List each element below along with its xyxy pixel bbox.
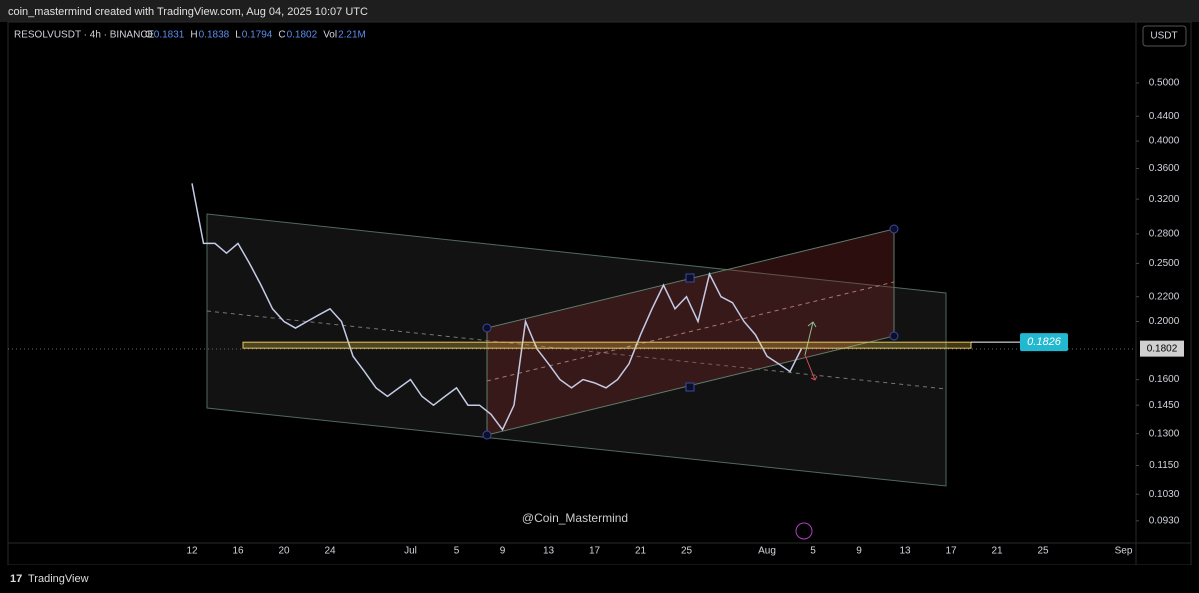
ohlc-value: 2.21M xyxy=(338,30,366,41)
channel-midline xyxy=(206,310,947,390)
level-badge xyxy=(1020,333,1068,352)
y-tick-label: 0.3200 xyxy=(1149,194,1180,205)
x-tick-label: 20 xyxy=(278,546,290,557)
ascending-midline xyxy=(486,281,895,382)
currency-label: USDT xyxy=(1150,31,1177,42)
y-tick-label: 0.3600 xyxy=(1149,163,1180,174)
ohlc-legend: O 0.1831 H 0.1838 L 0.1794 C 0.1802 Vol 2.21M xyxy=(145,30,366,41)
y-tick-label: 0.1150 xyxy=(1149,460,1179,471)
y-tick-label: 0.4400 xyxy=(1149,111,1180,122)
x-tick-label: Jul xyxy=(404,546,417,557)
logo: 17 xyxy=(10,573,22,585)
up-arrow xyxy=(804,321,817,356)
ohlc-value: 0.1794 xyxy=(242,30,273,41)
y-tick-label: 0.5000 xyxy=(1149,78,1180,89)
x-tick-label: Sep xyxy=(1115,546,1133,557)
y-tick-label: 0.4000 xyxy=(1149,136,1180,147)
anchor-points xyxy=(482,224,899,440)
plot xyxy=(191,183,803,432)
x-tick-label: 12 xyxy=(186,546,198,557)
chart-frame xyxy=(7,21,1192,566)
y-tick-label: 0.1030 xyxy=(1149,489,1180,500)
x-tick-label: Aug xyxy=(758,546,776,557)
y-tick-label: 0.0930 xyxy=(1149,515,1180,526)
ohlc-value: 0.1802 xyxy=(287,30,318,41)
x-tick-label: 25 xyxy=(681,546,693,557)
x-tick-label: 9 xyxy=(500,546,506,557)
ohlc-value: 0.1831 xyxy=(154,30,185,41)
x-tick-label: 13 xyxy=(543,546,555,557)
y-tick-label: 0.2800 xyxy=(1149,229,1180,240)
x-tick-label: 25 xyxy=(1037,546,1049,557)
x-tick-label: 21 xyxy=(991,546,1003,557)
level-label: 0.1826 xyxy=(1027,336,1062,348)
ohlc-key: Vol xyxy=(323,30,337,41)
down-arrow xyxy=(804,354,818,381)
x-tick-label: 5 xyxy=(454,546,460,557)
ohlc-key: L xyxy=(235,30,241,41)
x-tick-label: 21 xyxy=(635,546,647,557)
header: coin_mastermind created with TradingView… xyxy=(8,6,368,18)
x-tick-label: 17 xyxy=(589,546,601,557)
level-band xyxy=(242,341,972,349)
x-tick-label: 9 xyxy=(856,546,862,557)
last-price-badge xyxy=(1140,340,1184,357)
y-tick-label: 0.1300 xyxy=(1149,428,1180,439)
x-tick-label: 5 xyxy=(810,546,816,557)
currency-button[interactable] xyxy=(1142,25,1187,47)
x-tick-label: 17 xyxy=(945,546,957,557)
footer-bar xyxy=(0,565,1199,593)
alert-icon[interactable] xyxy=(795,522,813,540)
x-tick-label: 16 xyxy=(232,546,244,557)
y-tick-label: 0.1600 xyxy=(1149,374,1180,385)
header-bar xyxy=(0,0,1199,22)
price-line xyxy=(191,183,803,432)
y-tick-label: 0.2000 xyxy=(1149,316,1180,327)
footer: TradingView xyxy=(28,573,89,585)
last-price-label: 0.1802 xyxy=(1147,343,1178,354)
x-tick-label: 24 xyxy=(324,546,336,557)
y-tick-label: 0.2200 xyxy=(1149,291,1180,302)
ohlc-value: 0.1838 xyxy=(199,30,230,41)
ohlc-key: O xyxy=(145,30,153,41)
watermark: @Coin_Mastermind xyxy=(522,511,628,525)
y-tick-label: 0.1450 xyxy=(1149,400,1180,411)
symbol: RESOLVUSDT · 4h · BINANCE xyxy=(14,30,155,41)
ohlc-key: H xyxy=(190,30,197,41)
x-tick-label: 13 xyxy=(899,546,911,557)
y-tick-label: 0.2500 xyxy=(1149,258,1180,269)
ohlc-key: C xyxy=(278,30,285,41)
